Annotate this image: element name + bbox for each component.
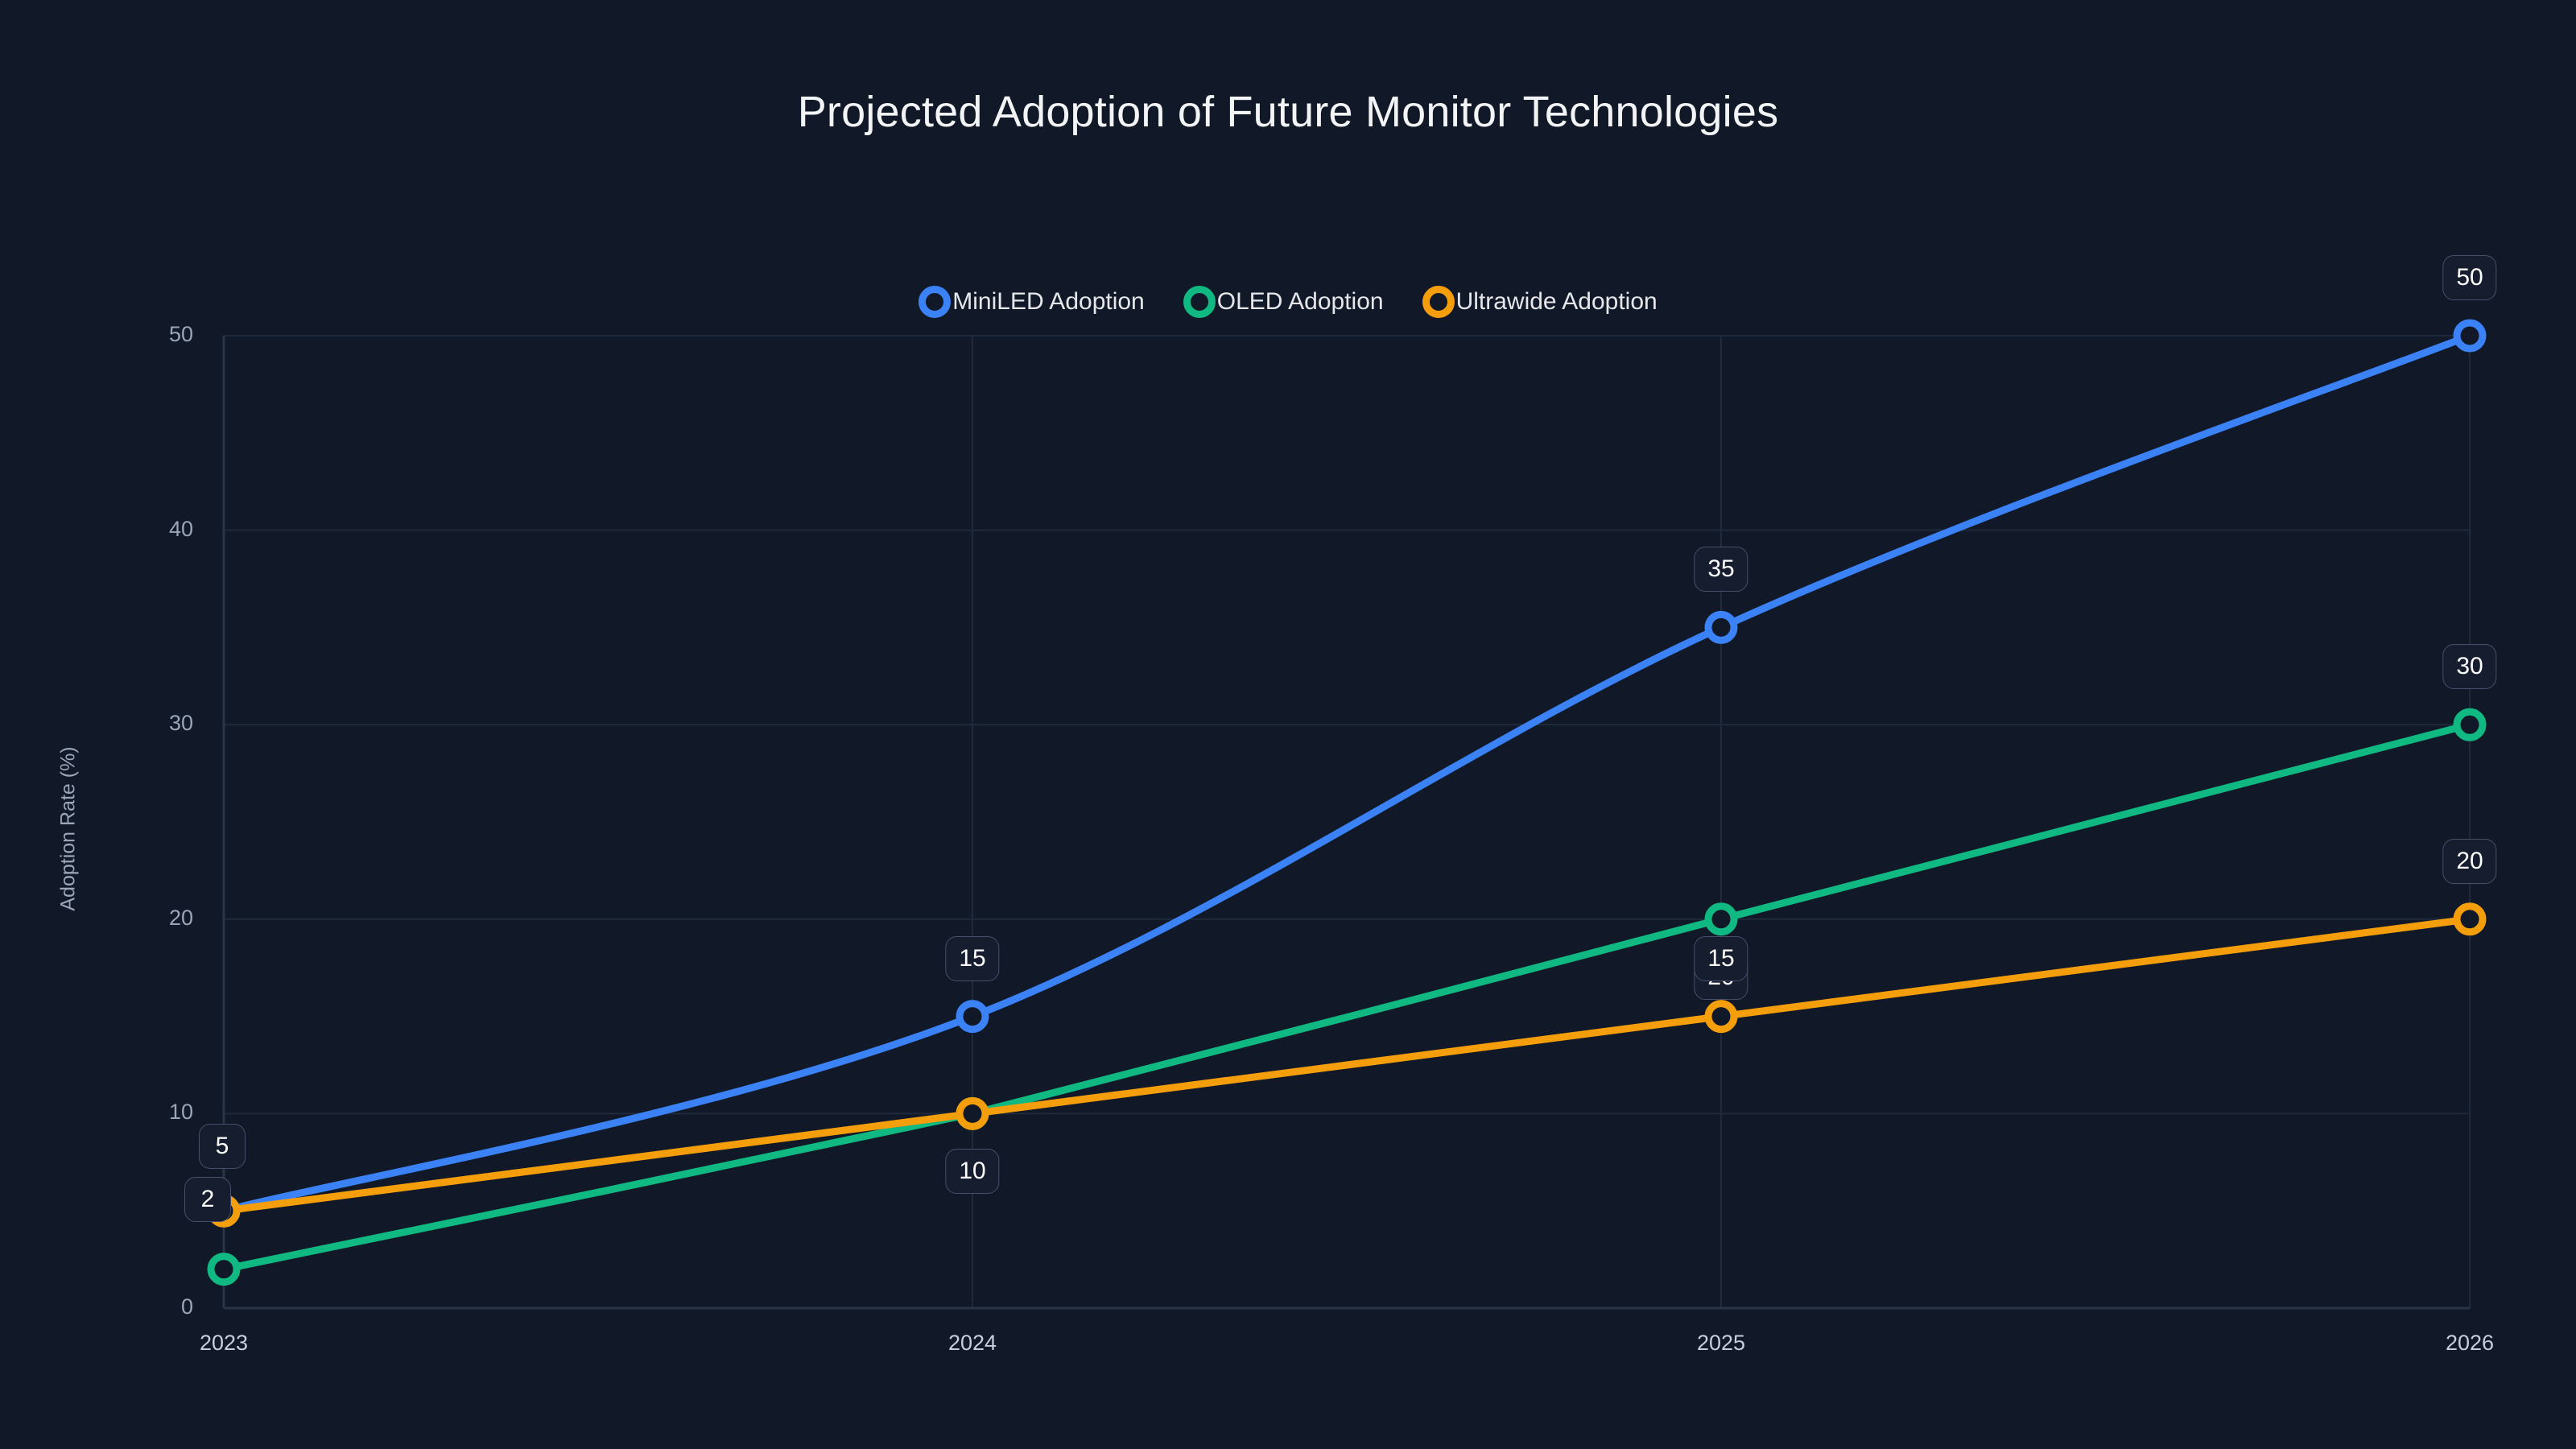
y-axis-tick-label: 30	[168, 711, 193, 736]
data-point-label: 15	[945, 935, 1000, 981]
legend-item-miniled[interactable]: MiniLED Adoption	[919, 286, 1145, 318]
series-line	[220, 720, 2474, 1274]
data-point-label: 2	[184, 1177, 231, 1222]
x-axis-tick-label: 2023	[199, 1331, 249, 1355]
data-point-marker[interactable]	[207, 1253, 241, 1286]
data-point-marker[interactable]	[1704, 1000, 1738, 1034]
series-line	[220, 915, 2474, 1215]
chart-title: Projected Adoption of Future Monitor Tec…	[797, 88, 1779, 136]
data-point-label: 20	[2442, 838, 2497, 884]
legend-marker-icon	[919, 286, 952, 318]
legend-marker-icon	[1422, 286, 1455, 318]
data-point-label: 5	[199, 1124, 246, 1169]
data-point-label: 10	[945, 1149, 1000, 1195]
legend-item-label: OLED Adoption	[1216, 288, 1384, 315]
chart-legend: MiniLED Adoption OLED Adoption Ultrawide…	[0, 286, 2576, 318]
legend-item-label: Ultrawide Adoption	[1455, 288, 1657, 315]
legend-item-label: MiniLED Adoption	[952, 288, 1145, 315]
legend-item-oled[interactable]: OLED Adoption	[1183, 286, 1384, 318]
legend-item-ultrawide[interactable]: Ultrawide Adoption	[1422, 286, 1657, 318]
series-line	[220, 332, 2474, 1215]
y-axis-tick-label: 50	[168, 322, 193, 346]
data-point-marker[interactable]	[2453, 319, 2487, 353]
data-point-marker[interactable]	[956, 1096, 989, 1130]
x-axis-tick-label: 2025	[1696, 1331, 1746, 1355]
legend-marker-icon	[1183, 286, 1216, 318]
series-ultrawide-adoption	[207, 902, 2487, 1228]
data-point-label: 50	[2442, 255, 2497, 300]
data-point-label: 35	[1694, 547, 1748, 592]
series-oled-adoption	[207, 708, 2487, 1286]
data-point-label: 15	[1694, 935, 1748, 981]
data-point-marker[interactable]	[2453, 708, 2487, 741]
y-axis-tick-label: 40	[168, 516, 193, 541]
y-axis-tick-label: 20	[168, 905, 193, 930]
data-point-label: 30	[2442, 644, 2497, 690]
data-point-marker[interactable]	[956, 1000, 989, 1034]
y-axis-tick-label: 0	[180, 1294, 193, 1319]
x-axis-tick-label: 2024	[947, 1331, 997, 1355]
y-axis-tick-label: 10	[168, 1100, 193, 1125]
data-point-marker[interactable]	[2453, 902, 2487, 936]
x-axis-tick-label: 2026	[2445, 1331, 2495, 1355]
data-point-marker[interactable]	[1704, 610, 1738, 644]
data-point-marker[interactable]	[1704, 902, 1738, 936]
series-miniled-adoption	[207, 319, 2487, 1228]
